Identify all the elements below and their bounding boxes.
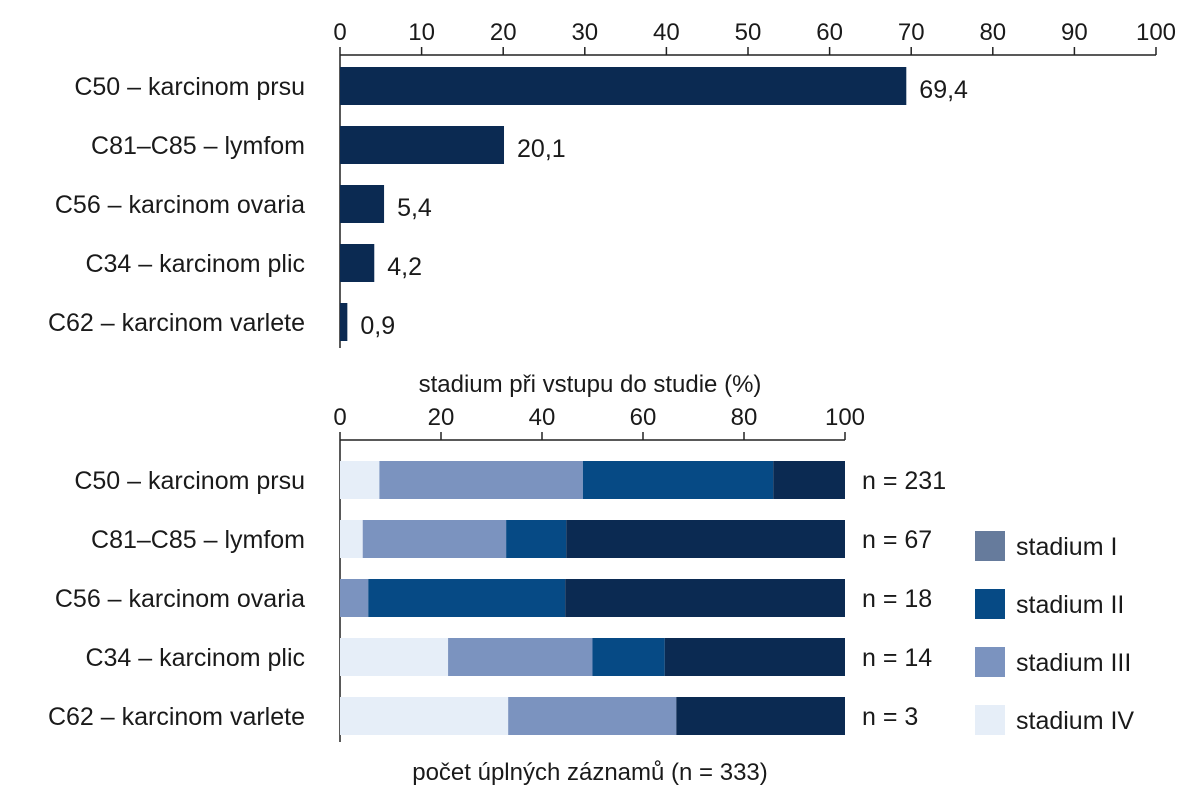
chart1-category-label: C50 – karcinom prsu: [74, 73, 305, 101]
chart2-count-label: n = 67: [862, 526, 932, 554]
chart1-bar: [340, 244, 375, 282]
chart2-count-label: n = 18: [862, 585, 932, 613]
chart2-count-label: n = 231: [862, 467, 946, 495]
chart1-x-tick-label: 20: [490, 19, 517, 46]
chart2-count-label: n = 14: [862, 644, 932, 672]
chart2-category-label: C50 – karcinom prsu: [74, 467, 305, 495]
chart2-legend-label: stadium IV: [1016, 707, 1134, 735]
chart2-bar-segment: [566, 520, 845, 558]
chart2-category-label: C56 – karcinom ovaria: [55, 585, 305, 613]
chart2-x-tick-label: 100: [825, 404, 865, 431]
chart1-x-tick-label: 90: [1061, 19, 1088, 46]
chart2-x-tick-label: 0: [333, 404, 346, 431]
chart1-x-tick-label: 60: [816, 19, 843, 46]
chart2-bar-segment: [506, 520, 567, 558]
chart1-value-label: 4,2: [387, 253, 422, 281]
chart1-category-label: C34 – karcinom plic: [85, 250, 305, 278]
chart2-x-axis-title: počet úplných záznamů (n = 333): [412, 759, 768, 786]
chart1-x-tick-label: 80: [979, 19, 1006, 46]
chart1-category-label: C56 – karcinom ovaria: [55, 191, 305, 219]
chart2-bar-segment: [340, 579, 369, 617]
chart1-value-label: 20,1: [517, 135, 566, 163]
chart2-category-label: C62 – karcinom varlete: [48, 703, 305, 731]
chart2-bar-segment: [340, 697, 509, 735]
chart2-category-label: C81–C85 – lymfom: [91, 526, 305, 554]
chart2-bar-segment: [592, 638, 665, 676]
chart2-bar-segment: [664, 638, 845, 676]
chart2-bar-segment: [368, 579, 566, 617]
chart1-x-tick-label: 40: [653, 19, 680, 46]
chart2-count-label: n = 3: [862, 703, 918, 731]
chart1-bar: [340, 67, 907, 105]
chart1-category-label: C81–C85 – lymfom: [91, 132, 305, 160]
chart1-bar: [340, 303, 348, 341]
chart2-category-label: C34 – karcinom plic: [85, 644, 305, 672]
chart2-legend-label: stadium I: [1016, 533, 1117, 561]
chart2-bar-segment: [362, 520, 507, 558]
chart2-x-tick-label: 80: [731, 404, 758, 431]
chart2-bar-segment: [773, 461, 845, 499]
chart2-legend-swatch: [975, 531, 1005, 561]
chart2-title: stadium při vstupu do studie (%): [419, 371, 762, 398]
chart2-bar-segment: [565, 579, 845, 617]
chart2-bar-segment: [340, 638, 449, 676]
chart2-x-tick-label: 60: [630, 404, 657, 431]
chart1-category-label: C62 – karcinom varlete: [48, 309, 305, 337]
chart2-legend-swatch: [975, 589, 1005, 619]
chart2-bar-segment: [340, 461, 380, 499]
chart1-x-tick-label: 10: [408, 19, 435, 46]
chart2-bar-segment: [340, 520, 363, 558]
chart2-legend-swatch: [975, 705, 1005, 735]
chart1-value-label: 69,4: [919, 76, 968, 104]
chart1-x-tick-label: 100: [1136, 19, 1176, 46]
chart2-legend-label: stadium III: [1016, 649, 1131, 677]
chart1-x-tick-label: 0: [333, 19, 346, 46]
chart1-bar: [340, 126, 505, 164]
chart2-bar-segment: [676, 697, 845, 735]
chart2-bar-segment: [379, 461, 583, 499]
chart2-legend-swatch: [975, 647, 1005, 677]
chart1-bar: [340, 185, 385, 223]
chart1-x-tick-label: 30: [571, 19, 598, 46]
chart2-bar-segment: [508, 697, 677, 735]
chart1-x-tick-label: 50: [735, 19, 762, 46]
chart1-value-label: 0,9: [360, 312, 395, 340]
chart2-legend-label: stadium II: [1016, 591, 1124, 619]
chart1-value-label: 5,4: [397, 194, 432, 222]
chart2-x-tick-label: 40: [529, 404, 556, 431]
chart2-bar-segment: [582, 461, 774, 499]
chart1-x-tick-label: 70: [898, 19, 925, 46]
chart2-bar-segment: [448, 638, 593, 676]
chart2-x-tick-label: 20: [428, 404, 455, 431]
